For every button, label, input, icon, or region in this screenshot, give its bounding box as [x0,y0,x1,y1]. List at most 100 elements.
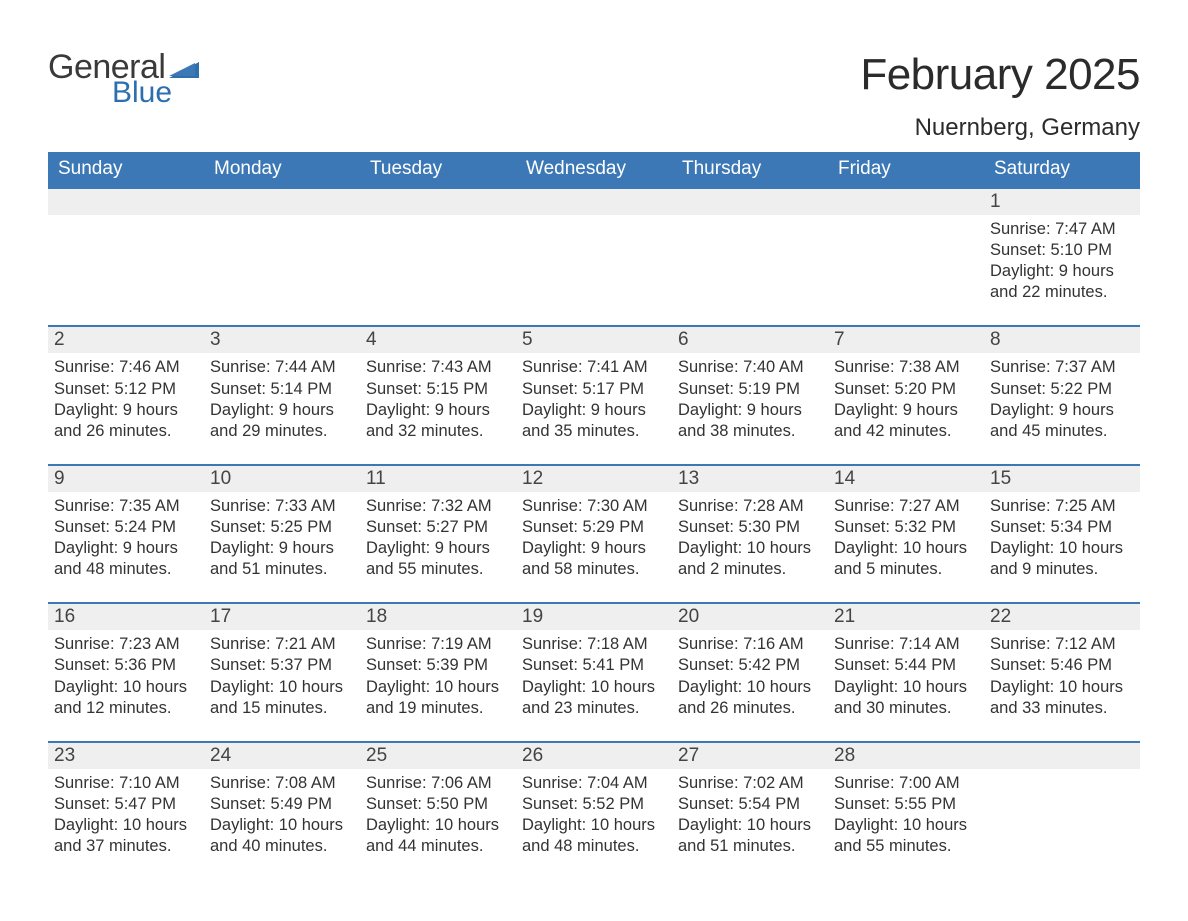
sunrise-text: Sunrise: 7:41 AM [522,357,666,378]
day-number: 20 [672,604,828,630]
brand-word-blue: Blue [112,78,199,108]
sunrise-text: Sunrise: 7:06 AM [366,773,510,794]
day-number [204,189,360,215]
sunset-text: Sunset: 5:54 PM [678,794,822,815]
sunrise-text: Sunrise: 7:10 AM [54,773,198,794]
day-number: 21 [828,604,984,630]
dow-thursday: Thursday [672,152,828,187]
dow-saturday: Saturday [984,152,1140,187]
sunset-text: Sunset: 5:20 PM [834,379,978,400]
calendar-day: 8Sunrise: 7:37 AMSunset: 5:22 PMDaylight… [984,327,1140,445]
calendar-day: 4Sunrise: 7:43 AMSunset: 5:15 PMDaylight… [360,327,516,445]
daylight-text: Daylight: 9 hours and 58 minutes. [522,538,666,580]
sunrise-text: Sunrise: 7:27 AM [834,496,978,517]
day-number [360,189,516,215]
sunset-text: Sunset: 5:52 PM [522,794,666,815]
week-row: 23Sunrise: 7:10 AMSunset: 5:47 PMDayligh… [48,741,1140,861]
day-details: Sunrise: 7:02 AMSunset: 5:54 PMDaylight:… [672,769,828,861]
daylight-text: Daylight: 9 hours and 48 minutes. [54,538,198,580]
day-number: 13 [672,466,828,492]
calendar-day: 14Sunrise: 7:27 AMSunset: 5:32 PMDayligh… [828,466,984,584]
sunset-text: Sunset: 5:50 PM [366,794,510,815]
sunrise-text: Sunrise: 7:23 AM [54,634,198,655]
daylight-text: Daylight: 10 hours and 23 minutes. [522,677,666,719]
calendar-day: 11Sunrise: 7:32 AMSunset: 5:27 PMDayligh… [360,466,516,584]
day-number: 5 [516,327,672,353]
calendar-day: 24Sunrise: 7:08 AMSunset: 5:49 PMDayligh… [204,743,360,861]
weeks-container: 1Sunrise: 7:47 AMSunset: 5:10 PMDaylight… [48,187,1140,861]
day-details: Sunrise: 7:08 AMSunset: 5:49 PMDaylight:… [204,769,360,861]
day-number: 10 [204,466,360,492]
sunset-text: Sunset: 5:15 PM [366,379,510,400]
calendar-day: 16Sunrise: 7:23 AMSunset: 5:36 PMDayligh… [48,604,204,722]
day-number: 24 [204,743,360,769]
day-details [204,215,360,223]
daylight-text: Daylight: 10 hours and 15 minutes. [210,677,354,719]
daylight-text: Daylight: 10 hours and 19 minutes. [366,677,510,719]
dow-sunday: Sunday [48,152,204,187]
day-details: Sunrise: 7:25 AMSunset: 5:34 PMDaylight:… [984,492,1140,584]
day-details [516,215,672,223]
daylight-text: Daylight: 9 hours and 55 minutes. [366,538,510,580]
daylight-text: Daylight: 10 hours and 12 minutes. [54,677,198,719]
day-number [516,189,672,215]
day-of-week-header: Sunday Monday Tuesday Wednesday Thursday… [48,152,1140,187]
day-number [828,189,984,215]
daylight-text: Daylight: 10 hours and 44 minutes. [366,815,510,857]
sunset-text: Sunset: 5:19 PM [678,379,822,400]
day-details: Sunrise: 7:16 AMSunset: 5:42 PMDaylight:… [672,630,828,722]
calendar-day: 15Sunrise: 7:25 AMSunset: 5:34 PMDayligh… [984,466,1140,584]
calendar-day: 19Sunrise: 7:18 AMSunset: 5:41 PMDayligh… [516,604,672,722]
sunset-text: Sunset: 5:39 PM [366,655,510,676]
daylight-text: Daylight: 10 hours and 37 minutes. [54,815,198,857]
day-number: 2 [48,327,204,353]
day-details: Sunrise: 7:37 AMSunset: 5:22 PMDaylight:… [984,353,1140,445]
day-number: 4 [360,327,516,353]
day-number: 17 [204,604,360,630]
calendar-day: 23Sunrise: 7:10 AMSunset: 5:47 PMDayligh… [48,743,204,861]
sunset-text: Sunset: 5:41 PM [522,655,666,676]
daylight-text: Daylight: 9 hours and 29 minutes. [210,400,354,442]
daylight-text: Daylight: 9 hours and 42 minutes. [834,400,978,442]
sunrise-text: Sunrise: 7:14 AM [834,634,978,655]
brand-logo: General Blue [48,50,199,108]
day-number: 6 [672,327,828,353]
day-details: Sunrise: 7:21 AMSunset: 5:37 PMDaylight:… [204,630,360,722]
calendar-day: 18Sunrise: 7:19 AMSunset: 5:39 PMDayligh… [360,604,516,722]
calendar-day [360,189,516,307]
daylight-text: Daylight: 9 hours and 26 minutes. [54,400,198,442]
day-details [984,769,1140,777]
week-row: 2Sunrise: 7:46 AMSunset: 5:12 PMDaylight… [48,325,1140,445]
calendar-day: 26Sunrise: 7:04 AMSunset: 5:52 PMDayligh… [516,743,672,861]
day-number: 18 [360,604,516,630]
daylight-text: Daylight: 9 hours and 22 minutes. [990,261,1134,303]
sunset-text: Sunset: 5:37 PM [210,655,354,676]
calendar-day: 21Sunrise: 7:14 AMSunset: 5:44 PMDayligh… [828,604,984,722]
calendar-day: 9Sunrise: 7:35 AMSunset: 5:24 PMDaylight… [48,466,204,584]
calendar-day: 5Sunrise: 7:41 AMSunset: 5:17 PMDaylight… [516,327,672,445]
sunrise-text: Sunrise: 7:19 AM [366,634,510,655]
day-number: 12 [516,466,672,492]
sunrise-text: Sunrise: 7:04 AM [522,773,666,794]
sunset-text: Sunset: 5:30 PM [678,517,822,538]
calendar-day: 3Sunrise: 7:44 AMSunset: 5:14 PMDaylight… [204,327,360,445]
sunrise-text: Sunrise: 7:44 AM [210,357,354,378]
daylight-text: Daylight: 10 hours and 33 minutes. [990,677,1134,719]
day-number: 19 [516,604,672,630]
day-details: Sunrise: 7:47 AMSunset: 5:10 PMDaylight:… [984,215,1140,307]
day-details: Sunrise: 7:35 AMSunset: 5:24 PMDaylight:… [48,492,204,584]
day-number: 11 [360,466,516,492]
dow-wednesday: Wednesday [516,152,672,187]
week-row: 16Sunrise: 7:23 AMSunset: 5:36 PMDayligh… [48,602,1140,722]
daylight-text: Daylight: 10 hours and 30 minutes. [834,677,978,719]
day-details: Sunrise: 7:06 AMSunset: 5:50 PMDaylight:… [360,769,516,861]
sunrise-text: Sunrise: 7:37 AM [990,357,1134,378]
sunset-text: Sunset: 5:32 PM [834,517,978,538]
day-details: Sunrise: 7:14 AMSunset: 5:44 PMDaylight:… [828,630,984,722]
calendar-day: 17Sunrise: 7:21 AMSunset: 5:37 PMDayligh… [204,604,360,722]
sunset-text: Sunset: 5:14 PM [210,379,354,400]
daylight-text: Daylight: 10 hours and 51 minutes. [678,815,822,857]
day-number: 16 [48,604,204,630]
day-details: Sunrise: 7:19 AMSunset: 5:39 PMDaylight:… [360,630,516,722]
day-details: Sunrise: 7:46 AMSunset: 5:12 PMDaylight:… [48,353,204,445]
